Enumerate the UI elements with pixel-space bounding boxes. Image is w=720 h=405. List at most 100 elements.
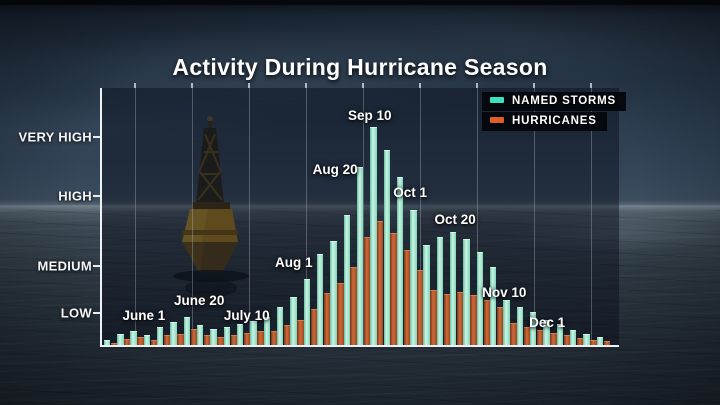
bar-pair — [117, 88, 131, 345]
bar-named-storms — [343, 214, 350, 345]
bar-pair — [503, 88, 517, 345]
page-title: Activity During Hurricane Season — [172, 54, 548, 80]
bar-hurricanes — [523, 327, 530, 345]
date-label: Sep 10 — [348, 108, 392, 124]
bar-named-storms — [316, 254, 324, 345]
bar-pair — [183, 88, 197, 345]
bar-hurricanes — [510, 322, 517, 345]
bar-named-storms — [223, 327, 231, 345]
legend-swatch-named-storms — [490, 96, 504, 103]
bar-named-storms — [476, 251, 484, 345]
gridline — [191, 88, 193, 345]
bar-named-storms — [569, 330, 577, 345]
bar-pair — [383, 88, 397, 345]
bar-named-storms — [370, 127, 377, 345]
bar-hurricanes — [124, 339, 131, 345]
bar-named-storms — [237, 323, 244, 345]
bar-named-storms — [303, 278, 310, 345]
axis-top-tick — [190, 83, 193, 88]
bar-named-storms — [330, 240, 337, 345]
y-axis-label: LOW — [60, 305, 92, 321]
sea-glint — [480, 210, 720, 280]
bar-pair — [343, 88, 357, 345]
bar-pair — [556, 88, 570, 345]
bar-named-storms — [530, 312, 537, 345]
bar-named-storms — [383, 149, 390, 345]
bar-hurricanes — [363, 237, 371, 345]
activity-chart: June 1 June 20 July 10 Aug 1 Aug 20 Sep 10 Oct… — [93, 83, 619, 347]
bar-pair — [410, 88, 424, 345]
bar-hurricanes — [457, 292, 464, 345]
bar-hurricanes — [590, 340, 597, 345]
bar-named-storms — [250, 321, 257, 345]
bar-named-storms — [143, 334, 151, 345]
bar-named-storms — [450, 231, 457, 345]
bar-hurricanes — [550, 332, 557, 345]
bar-pair — [170, 88, 184, 345]
bar-named-storms — [503, 300, 510, 345]
bar-pair — [303, 88, 317, 345]
bar-named-storms — [130, 331, 137, 345]
legend-label: NAMED STORMS — [512, 95, 616, 107]
bar-named-storms — [463, 239, 470, 345]
bar-hurricanes — [430, 290, 437, 345]
gridline — [419, 88, 421, 345]
bar-hurricanes — [377, 221, 384, 345]
y-axis-tick — [93, 265, 100, 268]
bar-named-storms — [197, 324, 204, 345]
bar-named-storms — [556, 323, 564, 345]
bar-named-storms — [103, 340, 111, 345]
bar-hurricanes — [257, 331, 264, 345]
bar-pair — [370, 88, 384, 345]
bar-pair — [143, 88, 158, 345]
bar-named-storms — [410, 210, 417, 345]
bar-named-storms — [516, 306, 524, 345]
date-label: June 1 — [122, 307, 166, 323]
bar-named-storms — [276, 306, 284, 345]
bar-pair — [316, 88, 331, 345]
bar-hurricanes — [137, 337, 144, 345]
gridline — [477, 88, 479, 345]
date-label: July 10 — [223, 307, 270, 323]
bar-named-storms — [183, 317, 191, 345]
y-axis-label: VERY HIGH — [18, 129, 92, 145]
gridline — [363, 88, 365, 345]
date-label: Aug 1 — [275, 255, 313, 271]
bar-pair — [103, 88, 118, 345]
bar-hurricanes — [390, 232, 397, 345]
legend-swatch-hurricanes — [490, 116, 504, 123]
bar-hurricanes — [243, 332, 251, 345]
date-label: Oct 20 — [434, 211, 476, 227]
bar-pair — [490, 88, 504, 345]
bar-pair — [436, 88, 451, 345]
axis-top-tick — [134, 83, 137, 88]
y-axis-labels: VERY HIGH HIGH MEDIUM LOW — [0, 88, 92, 345]
bar-hurricanes — [190, 329, 197, 345]
date-label: Aug 20 — [312, 162, 358, 178]
bar-named-storms — [290, 296, 297, 345]
bar-hurricanes — [297, 320, 304, 345]
bar-hurricanes — [403, 249, 411, 345]
bar-pair — [210, 88, 224, 345]
bar-named-storms — [356, 166, 364, 345]
bar-named-storms — [170, 322, 177, 345]
bar-hurricanes — [217, 337, 224, 345]
axis-top-tick — [247, 83, 250, 88]
bar-pair — [583, 88, 597, 345]
bar-pair — [223, 88, 237, 345]
bar-hurricanes — [310, 309, 317, 345]
bar-pair — [530, 88, 544, 345]
bar-hurricanes — [350, 266, 357, 345]
axis-top-tick — [305, 83, 308, 88]
bar-pair — [423, 88, 437, 345]
bar-pair — [237, 88, 251, 345]
date-label: June 20 — [174, 293, 225, 309]
axis-top-tick — [362, 83, 365, 88]
bar-hurricanes — [337, 283, 344, 345]
gridline — [534, 88, 536, 345]
bar-hurricanes — [283, 324, 291, 345]
bar-pair — [157, 88, 171, 345]
bar-named-storms — [263, 317, 271, 345]
bar-hurricanes — [203, 334, 211, 345]
